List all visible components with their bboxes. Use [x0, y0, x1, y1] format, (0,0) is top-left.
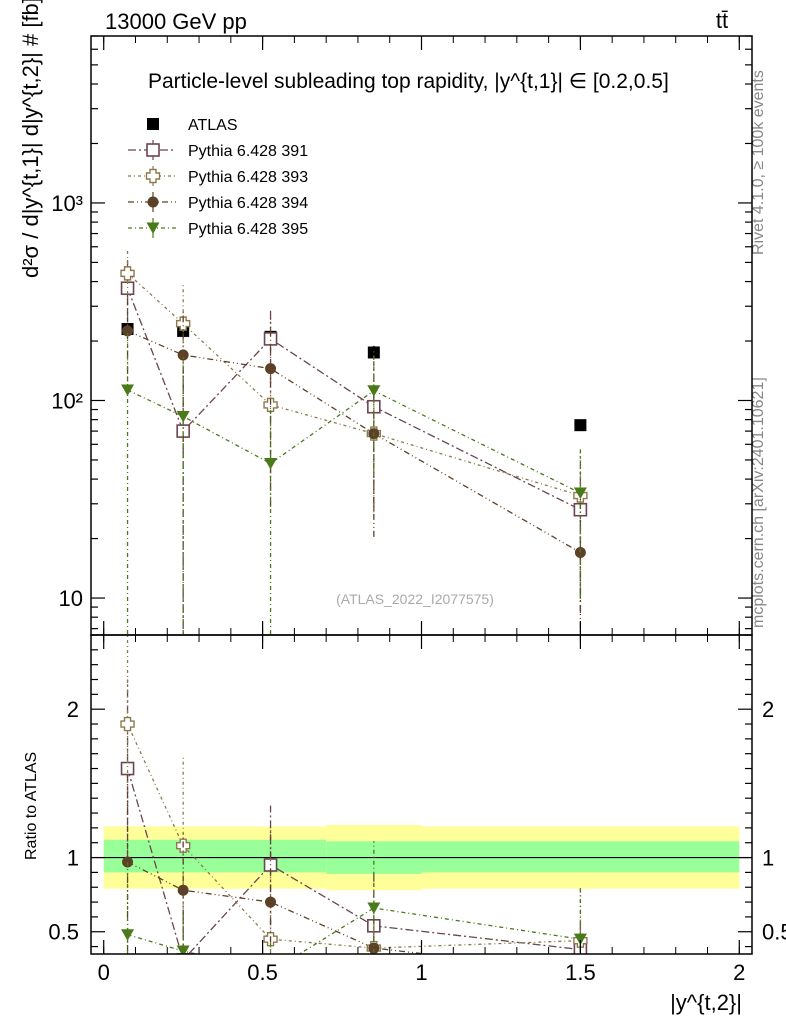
- ratio-point-p395-3: [367, 902, 381, 915]
- rivet-label: Rivet 4.1.0, ≥ 100k events: [750, 70, 767, 255]
- x-axis-label: |y^{t,2}|: [670, 990, 742, 1015]
- ratio-panel: 0.5 0.5 1 1 2 2 0 0.5 1 1.5 2 Ratio to ATLAS |y^{t…: [23, 634, 786, 1015]
- x-tick-label: 0: [98, 960, 110, 985]
- legend-label-p394: Pythia 6.428 394: [188, 195, 308, 212]
- main-line-p391: [126, 288, 581, 511]
- process-label: tt̄: [716, 8, 728, 33]
- legend-label-p393: Pythia 6.428 393: [188, 169, 308, 186]
- main-ytick-label: 10²: [51, 388, 83, 413]
- ratio-ytick-label-right: 1: [762, 846, 774, 871]
- main-point-p395-4: [573, 487, 587, 500]
- ratio-point-p391-1: [176, 953, 190, 954]
- main-point-p394-2: [265, 363, 277, 375]
- main-point-p393-2: [263, 397, 278, 413]
- main-line-p395: [127, 389, 581, 494]
- main-point-p394-1: [177, 349, 189, 361]
- legend-label-atlas: ATLAS: [188, 117, 238, 134]
- main-ytick-label: 10: [59, 586, 83, 611]
- main-point-p395-1: [176, 410, 190, 423]
- energy-label: 13000 GeV pp: [105, 9, 247, 34]
- reference-label: (ATLAS_2022_I2077575): [336, 591, 494, 607]
- x-tick-label: 2: [733, 960, 745, 985]
- main-point-p393-1: [175, 316, 191, 331]
- legend-marker-p394: [147, 196, 159, 208]
- legend-label-p391: Pythia 6.428 391: [188, 143, 308, 160]
- ratio-ylabel: Ratio to ATLAS: [23, 752, 40, 860]
- ratio-band-inner-4: [421, 841, 740, 873]
- legend-label-p395: Pythia 6.428 395: [188, 221, 308, 238]
- ratio-ytick-label-right: 0.5: [762, 920, 786, 945]
- ratio-point-p395-0: [121, 929, 135, 941]
- ratio-ytick-label-left: 1: [67, 846, 79, 871]
- ratio-point-p395-4: [573, 933, 587, 946]
- main-ylabel: d²σ / d|y^{t,1}| d|y^{t,2}| # [fb]: [18, 0, 43, 278]
- main-point-atlas-3: [367, 346, 380, 359]
- x-tick-label: 1: [415, 960, 427, 985]
- ratio-point-p395-1: [176, 945, 190, 954]
- ratio-point-p394-3: [368, 942, 380, 954]
- main-point-p393-0: [120, 266, 135, 281]
- legend-marker-p391: [146, 143, 160, 157]
- ratio-frame: [90, 634, 753, 955]
- main-point-p395-2: [264, 457, 278, 470]
- ratio-point-p394-1: [177, 884, 189, 896]
- main-point-p394-4: [574, 547, 586, 559]
- main-title: Particle-level subleading top rapidity, …: [148, 70, 669, 93]
- main-ytick-label: 10³: [51, 191, 83, 216]
- main-line-p394: [127, 330, 581, 554]
- main-point-p395-3: [367, 385, 381, 397]
- main-point-p395-0: [121, 384, 135, 397]
- main-point-atlas-4: [574, 419, 587, 432]
- legend-marker-atlas: [147, 118, 159, 130]
- ratio-ytick-label-right: 2: [762, 697, 774, 722]
- ratio-point-p393-0: [120, 716, 135, 732]
- x-tick-label: 0.5: [247, 960, 278, 985]
- ratio-ytick-label-left: 2: [67, 697, 79, 722]
- ratio-line-p391: [126, 768, 581, 954]
- main-point-p394-0: [122, 325, 134, 337]
- main-line-p393: [127, 272, 581, 497]
- mcplots-label: mcplots.cern.ch [arXiv:2401.10621]: [750, 377, 767, 628]
- ratio-point-p394-2: [265, 896, 277, 908]
- main-panel: 10 10² 10³ Particle-level subleading top r…: [18, 0, 753, 636]
- x-tick-label: 1.5: [565, 960, 596, 985]
- legend-marker-p395: [146, 222, 160, 234]
- legend-marker-p393: [145, 168, 161, 184]
- legend: ATLAS Pythia 6.428 391 Pythia 6.428 393 Pyt…: [128, 117, 308, 238]
- ratio-ytick-label-left: 0.5: [48, 920, 79, 945]
